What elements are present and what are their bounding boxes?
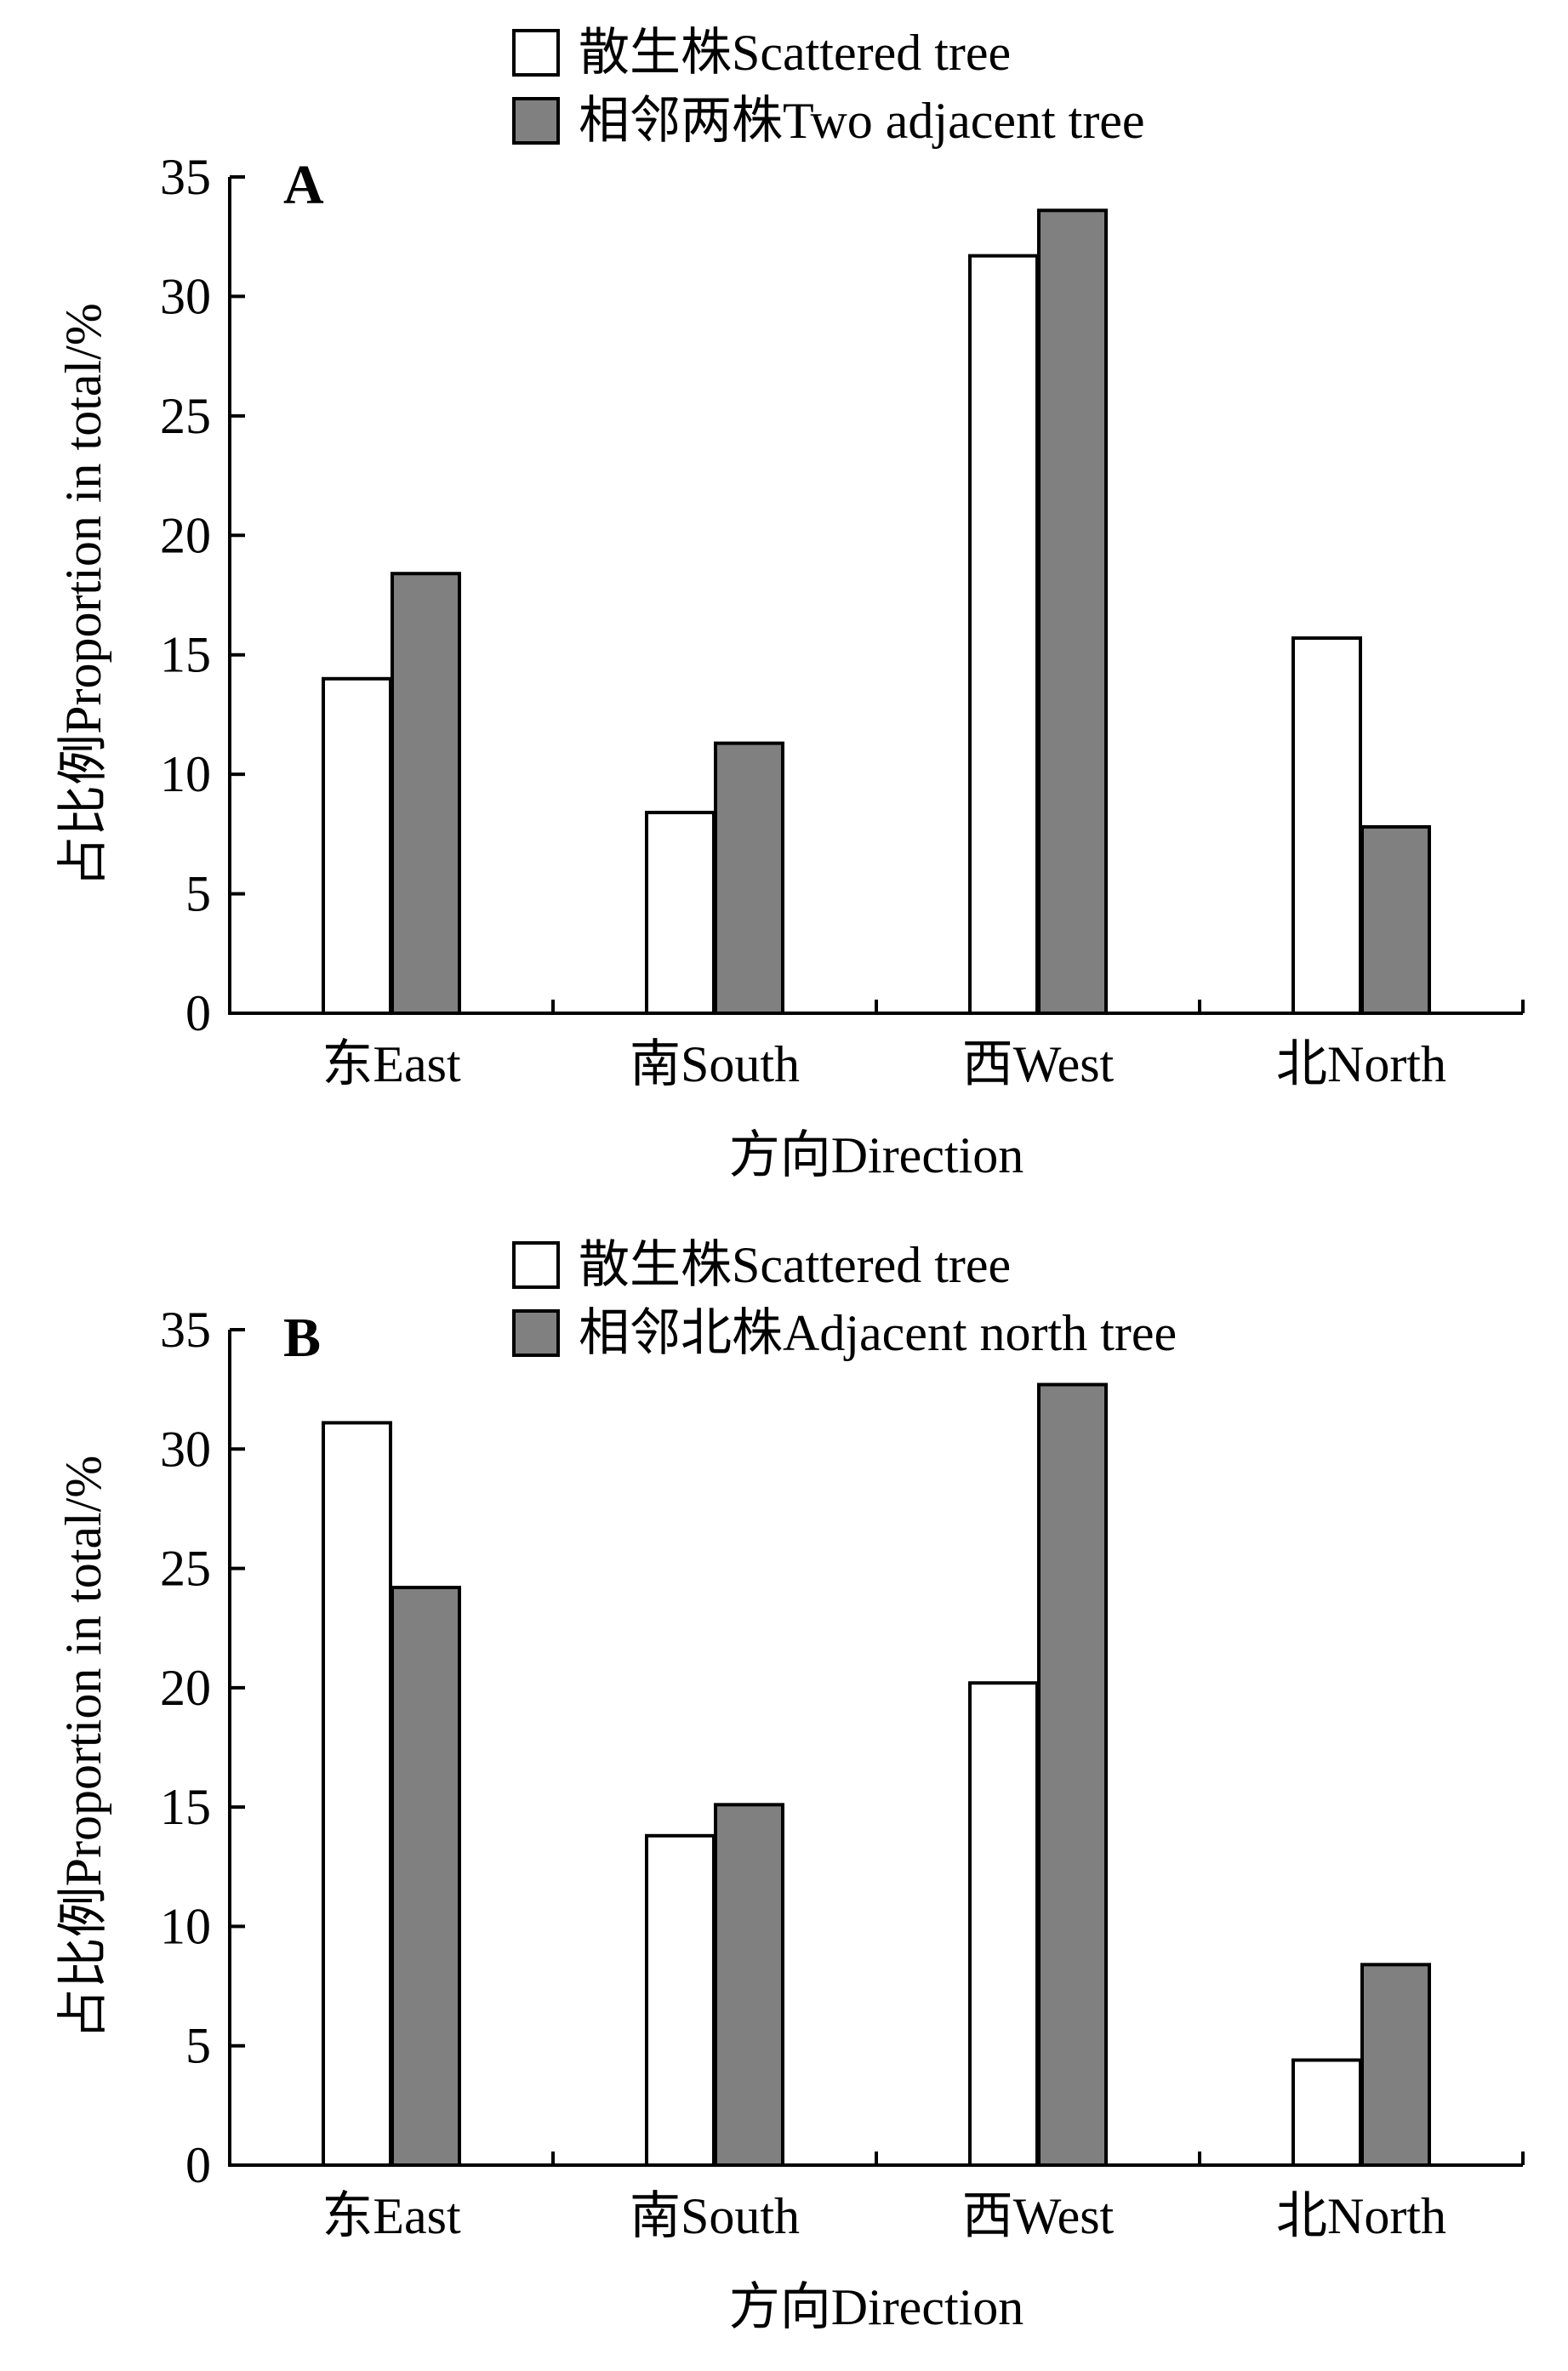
- y-tick-label-5: 25: [160, 388, 211, 444]
- y-axis-title: 占比例Proportion in total/%: [55, 1456, 111, 2040]
- bar-series2-1: [714, 1803, 784, 2168]
- bar-series2-2: [1037, 1382, 1108, 2167]
- y-tick-label-3: 15: [160, 1779, 211, 1835]
- legend-label-1: 散生株Scattered tree: [579, 25, 1011, 81]
- x-axis-title: 方向Direction: [729, 2279, 1024, 2335]
- bar-series1-1: [645, 811, 716, 1016]
- y-tick-label-6: 30: [160, 268, 211, 324]
- chart-panel-a: 散生株Scattered tree 相邻两株Two adjacent tree A 东…: [55, 25, 1525, 1183]
- x-tick-label-0: 东East: [322, 2188, 461, 2244]
- bar-series2-1: [714, 741, 784, 1015]
- panel-label: B: [283, 1307, 321, 1369]
- y-tick-label-0: 0: [185, 985, 211, 1041]
- y-tick-label-7: 35: [160, 149, 211, 205]
- bar-series2-2: [1037, 208, 1108, 1015]
- bar-series1-0: [322, 1421, 392, 2167]
- bar-series1-2: [968, 1681, 1039, 2167]
- x-tick-label-1: 南South: [630, 1036, 800, 1092]
- bar-series2-3: [1360, 824, 1431, 1016]
- y-tick-label-7: 35: [160, 1302, 211, 1358]
- y-tick-label-2: 10: [160, 1898, 211, 1954]
- legend-swatch-2: [512, 1309, 560, 1357]
- panel-label: A: [283, 154, 324, 216]
- chart-panel-b: 散生株Scattered tree 相邻北株Adjacent north tree…: [55, 1237, 1525, 2335]
- bar-series1-0: [322, 676, 392, 1015]
- y-tick-label-1: 5: [185, 866, 211, 922]
- bar-series1-3: [1291, 636, 1362, 1015]
- y-tick-label-6: 30: [160, 1421, 211, 1477]
- y-tick-label-2: 10: [160, 746, 211, 802]
- x-tick-label-0: 东East: [322, 1036, 461, 1092]
- x-tick-label-3: 北North: [1276, 2188, 1446, 2244]
- legend-label-2: 相邻北株Adjacent north tree: [579, 1305, 1177, 1361]
- bar-series2-0: [391, 572, 461, 1015]
- y-tick-label-1: 5: [185, 2018, 211, 2074]
- x-tick-label-2: 西West: [962, 1036, 1115, 1092]
- y-tick-label-0: 0: [185, 2137, 211, 2193]
- y-tick-label-4: 20: [160, 507, 211, 563]
- bar-series2-0: [391, 1586, 461, 2167]
- x-tick-label-2: 西West: [962, 2188, 1115, 2244]
- x-tick-label-1: 南South: [630, 2188, 800, 2244]
- bar-series2-3: [1360, 1963, 1431, 2168]
- y-axis-title: 占比例Proportion in total/%: [55, 303, 111, 887]
- x-tick-label-3: 北North: [1276, 1036, 1446, 1092]
- legend-label-2: 相邻两株Two adjacent tree: [579, 93, 1145, 149]
- bar-series1-2: [968, 254, 1039, 1015]
- y-tick-label-5: 25: [160, 1541, 211, 1597]
- legend-label-1: 散生株Scattered tree: [579, 1237, 1011, 1293]
- legend-swatch-1: [512, 1241, 560, 1289]
- bar-series1-3: [1291, 2058, 1362, 2168]
- legend-swatch-1: [512, 29, 560, 77]
- legend-swatch-2: [512, 97, 560, 145]
- y-tick-label-4: 20: [160, 1660, 211, 1716]
- x-axis-title: 方向Direction: [729, 1127, 1024, 1183]
- y-tick-label-3: 15: [160, 627, 211, 683]
- bar-series1-1: [645, 1833, 716, 2168]
